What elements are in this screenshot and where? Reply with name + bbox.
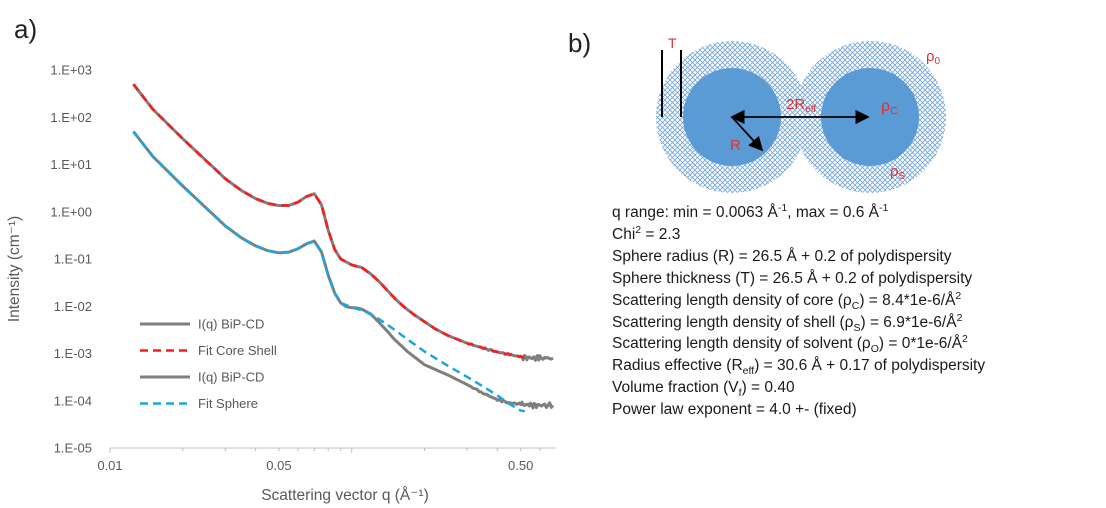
series-line-0 xyxy=(132,83,554,362)
series-line-2 xyxy=(132,130,555,410)
series-line-1 xyxy=(132,83,528,360)
sphere-thickness-line: Sphere thickness (T) = 26.5 Å + 0.2 of p… xyxy=(612,269,973,287)
x-tick-label: 0.50 xyxy=(508,458,533,473)
legend-label-3: Fit Sphere xyxy=(198,396,258,411)
power-law-line: Power law exponent = 4.0 +- (fixed) xyxy=(612,401,857,419)
saxs-chart: 0.01 0.05 0.50 1.E+03 1.E+02 1.E+01 1.E+00 1.E-… xyxy=(6,63,556,504)
label-rhoC: ρC xyxy=(881,98,897,117)
legend-label-1: Fit Core Shell xyxy=(198,343,277,358)
q-range-line: q range: min = 0.0063 Å-1, max = 0.6 Å-1 xyxy=(612,201,889,221)
y-tick-label: 1.E-01 xyxy=(54,252,92,267)
radius-arrow xyxy=(731,116,764,152)
sld-core-line: Scattering length density of core (ρC) =… xyxy=(612,289,962,312)
panel-b-label: b) xyxy=(568,28,592,58)
sld-shell-line: Scattering length density of shell (ρS) … xyxy=(612,311,963,334)
y-tick-label: 1.E+03 xyxy=(50,63,92,78)
sld-solvent-line: Scattering length density of solvent (ρO… xyxy=(612,333,968,356)
x-tick-label: 0.01 xyxy=(97,458,122,473)
panel-a-label: a) xyxy=(14,14,38,44)
fit-parameters: q range: min = 0.0063 Å-1, max = 0.6 Å-1… xyxy=(612,202,985,421)
y-tick-label: 1.E+00 xyxy=(50,204,92,219)
volume-fraction-line: Volume fraction (Vf) = 0.40 xyxy=(612,379,795,400)
y-tick-label: 1.E+02 xyxy=(50,110,92,125)
x-axis-label: Scattering vector q (Å⁻¹) xyxy=(261,487,429,504)
label-R: R xyxy=(730,137,741,154)
y-tick-label: 1.E-03 xyxy=(54,346,92,361)
label-rho0: ρ0 xyxy=(926,48,941,67)
x-tick-label: 0.05 xyxy=(266,458,291,473)
label-rhoS: ρS xyxy=(890,163,906,182)
y-tick-label: 1.E-05 xyxy=(54,441,92,456)
legend-label-2: I(q) BiP-CD xyxy=(198,370,264,385)
y-axis-label: Intensity (cm⁻¹) xyxy=(6,216,23,322)
legend-label-0: I(q) BiP-CD xyxy=(198,317,264,332)
chi2-line: Chi2 = 2.3 xyxy=(612,223,681,243)
radius-effective-line: Radius effective (Reff) = 30.6 Å + 0.17 … xyxy=(612,357,986,378)
label-2reff: 2Reff xyxy=(786,96,816,115)
y-tick-label: 1.E+01 xyxy=(50,157,92,172)
y-tick-label: 1.E-04 xyxy=(54,393,92,408)
label-T: T xyxy=(668,35,677,51)
sphere-radius-line: Sphere radius (R) = 26.5 Å + 0.2 of poly… xyxy=(612,247,952,265)
y-tick-label: 1.E-02 xyxy=(54,299,92,314)
core-shell-diagram: T ρ0 2Reff ρC R ρS xyxy=(656,35,946,193)
series-line-3 xyxy=(132,130,525,413)
right-core xyxy=(821,68,919,166)
